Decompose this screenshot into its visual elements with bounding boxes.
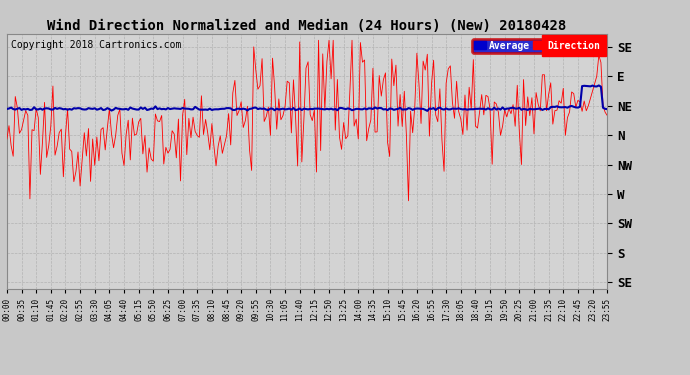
Text: Copyright 2018 Cartronics.com: Copyright 2018 Cartronics.com bbox=[11, 40, 181, 50]
Title: Wind Direction Normalized and Median (24 Hours) (New) 20180428: Wind Direction Normalized and Median (24… bbox=[48, 19, 566, 33]
Legend: Average, Direction: Average, Direction bbox=[473, 39, 602, 53]
